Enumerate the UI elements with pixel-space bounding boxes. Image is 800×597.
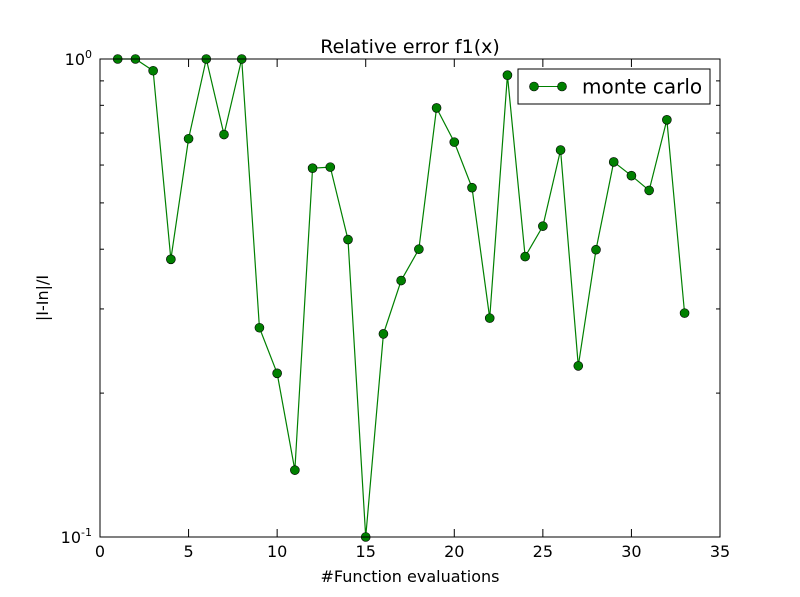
data-point [484,313,495,323]
data-point [325,162,336,172]
x-tick-label: 35 [710,542,730,561]
chart-title: Relative error f1(x) [320,36,500,58]
series-layer [112,54,690,542]
x-tick-label: 10 [267,542,287,561]
data-point [148,65,158,76]
data-point [502,70,513,80]
data-point [626,170,637,181]
y-axis-label: |I-In|/I [33,275,52,321]
legend-label-monte-carlo: monte carlo [582,75,702,99]
x-tick-label: 30 [621,542,641,561]
data-point [343,234,353,245]
data-point [520,251,530,262]
data-point [166,254,176,265]
x-tick-label: 20 [444,542,464,561]
x-tick-label: 15 [356,542,376,561]
data-point [431,103,442,113]
legend-box [517,68,711,105]
data-point [307,163,318,173]
data-point [183,133,194,144]
x-axis-label: #Function evaluations [320,567,499,586]
y-tick-label: 100 [65,48,92,69]
data-point [608,157,619,167]
data-point [573,361,584,371]
y-tick-labels: 10-1 100 [61,48,92,547]
data-point [254,322,265,333]
data-point [679,308,690,318]
data-point [396,275,406,286]
data-point [272,368,282,379]
legend-marker [529,81,539,92]
plot-frame [99,58,721,538]
data-point [219,129,229,140]
legend-marker [557,81,567,92]
data-point [378,329,389,339]
x-tick-labels: 0 5 10 15 20 25 30 35 [95,542,730,561]
data-point [449,137,460,147]
data-point [644,185,654,196]
y-tick-label: 10-1 [61,526,92,547]
data-point [555,145,566,155]
data-point [591,244,601,255]
legend: monte carlo [517,68,711,105]
x-tick-label: 25 [533,542,553,561]
data-point [662,115,672,125]
data-point [290,465,300,475]
data-point [538,221,548,231]
x-tick-label: 5 [183,542,193,561]
plot-area [100,59,720,537]
data-point [414,244,424,255]
data-point [467,182,477,193]
x-tick-label: 0 [95,542,105,561]
